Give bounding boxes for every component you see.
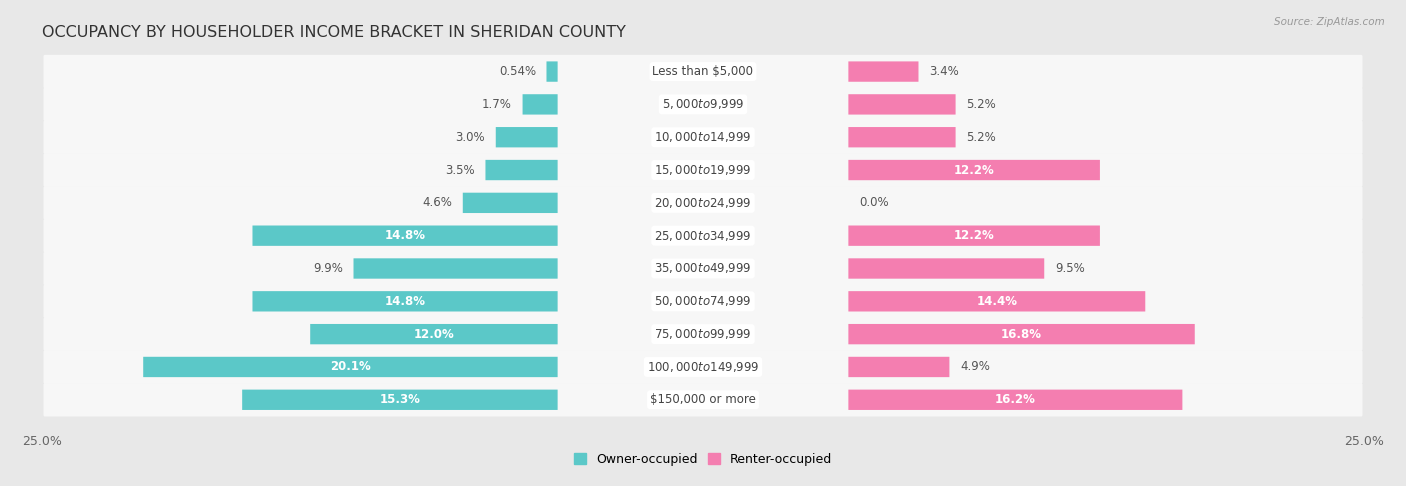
Text: 3.5%: 3.5% bbox=[446, 163, 475, 176]
Text: 16.2%: 16.2% bbox=[995, 393, 1036, 406]
FancyBboxPatch shape bbox=[848, 357, 949, 377]
FancyBboxPatch shape bbox=[44, 153, 1362, 187]
FancyBboxPatch shape bbox=[485, 160, 558, 180]
FancyBboxPatch shape bbox=[848, 160, 1099, 180]
FancyBboxPatch shape bbox=[848, 94, 956, 115]
Text: 9.5%: 9.5% bbox=[1054, 262, 1084, 275]
FancyBboxPatch shape bbox=[44, 186, 1362, 220]
FancyBboxPatch shape bbox=[353, 259, 558, 278]
Text: $10,000 to $14,999: $10,000 to $14,999 bbox=[654, 130, 752, 144]
FancyBboxPatch shape bbox=[547, 61, 558, 82]
FancyBboxPatch shape bbox=[848, 390, 1182, 410]
Text: Source: ZipAtlas.com: Source: ZipAtlas.com bbox=[1274, 17, 1385, 27]
Text: 0.0%: 0.0% bbox=[859, 196, 889, 209]
Text: 14.4%: 14.4% bbox=[976, 295, 1018, 308]
FancyBboxPatch shape bbox=[848, 259, 1045, 278]
Text: $15,000 to $19,999: $15,000 to $19,999 bbox=[654, 163, 752, 177]
FancyBboxPatch shape bbox=[44, 285, 1362, 318]
FancyBboxPatch shape bbox=[44, 383, 1362, 417]
Text: $20,000 to $24,999: $20,000 to $24,999 bbox=[654, 196, 752, 210]
Text: 9.9%: 9.9% bbox=[314, 262, 343, 275]
FancyBboxPatch shape bbox=[848, 324, 1195, 344]
FancyBboxPatch shape bbox=[848, 127, 956, 147]
Legend: Owner-occupied, Renter-occupied: Owner-occupied, Renter-occupied bbox=[568, 448, 838, 471]
FancyBboxPatch shape bbox=[44, 87, 1362, 121]
Text: 15.3%: 15.3% bbox=[380, 393, 420, 406]
Text: 14.8%: 14.8% bbox=[385, 229, 426, 242]
FancyBboxPatch shape bbox=[44, 121, 1362, 154]
Text: 4.9%: 4.9% bbox=[960, 361, 990, 373]
Text: OCCUPANCY BY HOUSEHOLDER INCOME BRACKET IN SHERIDAN COUNTY: OCCUPANCY BY HOUSEHOLDER INCOME BRACKET … bbox=[42, 25, 626, 40]
FancyBboxPatch shape bbox=[463, 192, 558, 213]
FancyBboxPatch shape bbox=[253, 226, 558, 246]
Text: 12.2%: 12.2% bbox=[953, 229, 994, 242]
FancyBboxPatch shape bbox=[143, 357, 558, 377]
Text: 12.2%: 12.2% bbox=[953, 163, 994, 176]
FancyBboxPatch shape bbox=[848, 226, 1099, 246]
Text: 5.2%: 5.2% bbox=[966, 131, 995, 144]
Text: 16.8%: 16.8% bbox=[1001, 328, 1042, 341]
FancyBboxPatch shape bbox=[848, 291, 1146, 312]
Text: 20.1%: 20.1% bbox=[330, 361, 371, 373]
Text: Less than $5,000: Less than $5,000 bbox=[652, 65, 754, 78]
Text: $25,000 to $34,999: $25,000 to $34,999 bbox=[654, 229, 752, 243]
Text: 14.8%: 14.8% bbox=[385, 295, 426, 308]
FancyBboxPatch shape bbox=[496, 127, 558, 147]
Text: $150,000 or more: $150,000 or more bbox=[650, 393, 756, 406]
Text: $75,000 to $99,999: $75,000 to $99,999 bbox=[654, 327, 752, 341]
Text: 4.6%: 4.6% bbox=[422, 196, 453, 209]
Text: 0.54%: 0.54% bbox=[499, 65, 536, 78]
FancyBboxPatch shape bbox=[523, 94, 558, 115]
Text: $5,000 to $9,999: $5,000 to $9,999 bbox=[662, 97, 744, 111]
Text: $35,000 to $49,999: $35,000 to $49,999 bbox=[654, 261, 752, 276]
Text: $50,000 to $74,999: $50,000 to $74,999 bbox=[654, 295, 752, 308]
FancyBboxPatch shape bbox=[44, 317, 1362, 351]
Text: 5.2%: 5.2% bbox=[966, 98, 995, 111]
FancyBboxPatch shape bbox=[44, 252, 1362, 285]
FancyBboxPatch shape bbox=[44, 219, 1362, 252]
FancyBboxPatch shape bbox=[44, 350, 1362, 384]
FancyBboxPatch shape bbox=[253, 291, 558, 312]
FancyBboxPatch shape bbox=[848, 61, 918, 82]
FancyBboxPatch shape bbox=[44, 55, 1362, 88]
Text: 3.4%: 3.4% bbox=[929, 65, 959, 78]
FancyBboxPatch shape bbox=[311, 324, 558, 344]
FancyBboxPatch shape bbox=[242, 390, 558, 410]
Text: 12.0%: 12.0% bbox=[413, 328, 454, 341]
Text: $100,000 to $149,999: $100,000 to $149,999 bbox=[647, 360, 759, 374]
Text: 1.7%: 1.7% bbox=[482, 98, 512, 111]
Text: 3.0%: 3.0% bbox=[456, 131, 485, 144]
